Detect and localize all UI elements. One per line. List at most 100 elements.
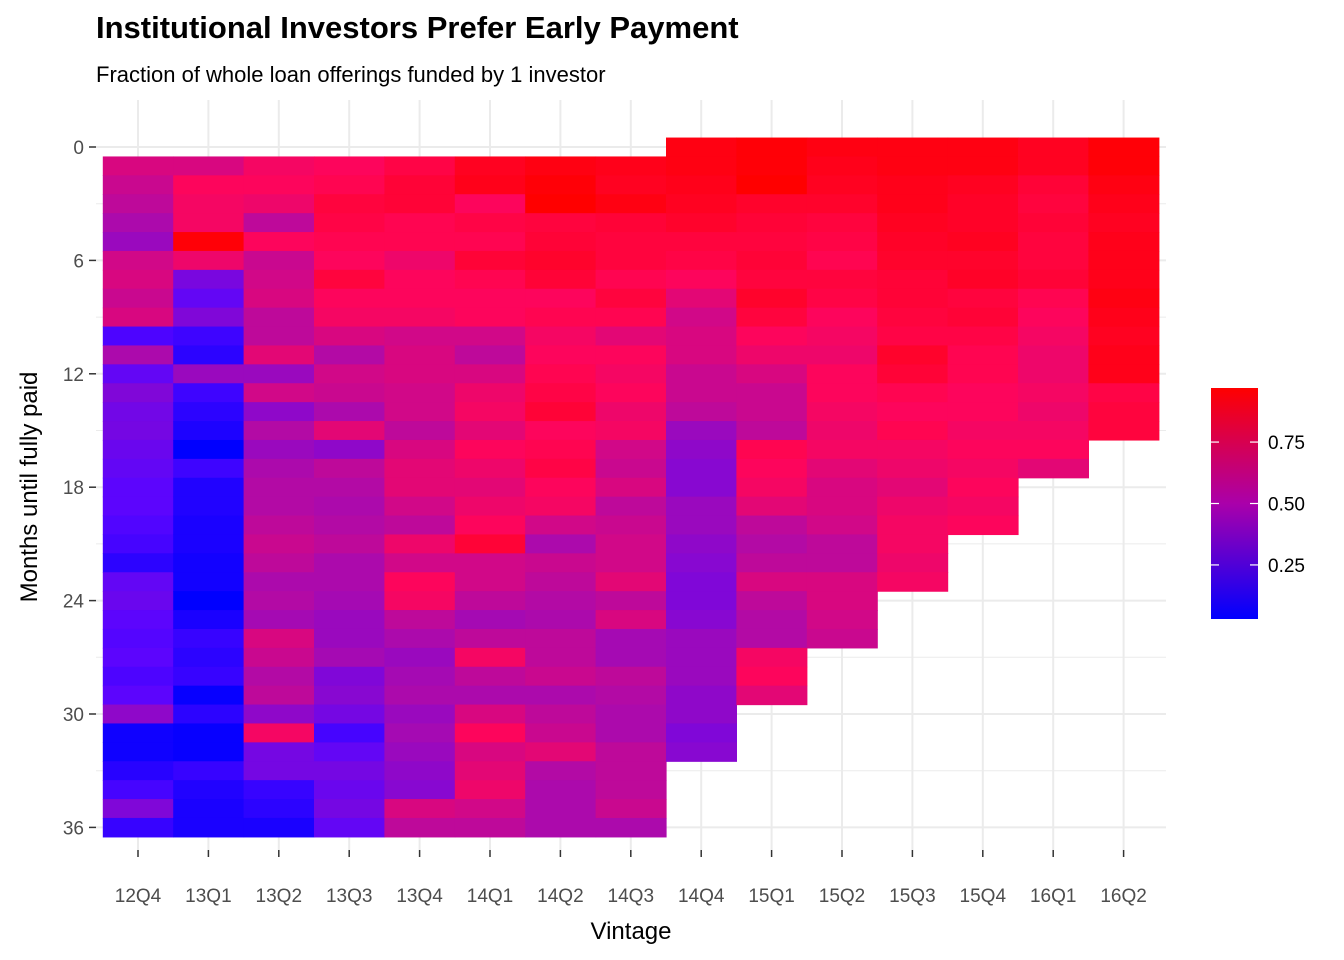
heatmap-tile [877, 402, 949, 422]
heatmap-tile [666, 156, 737, 176]
heatmap-tile [454, 250, 526, 271]
heatmap-tile [877, 175, 949, 195]
heatmap-tile [525, 477, 597, 498]
chart-title: Institutional Investors Prefer Early Pay… [96, 10, 739, 45]
heatmap-tile [736, 591, 808, 611]
heatmap-tile [666, 364, 737, 384]
heatmap-tile [314, 439, 385, 460]
heatmap-tile [384, 458, 456, 479]
heatmap-tile [947, 250, 1019, 271]
heatmap-tile [877, 364, 949, 384]
heatmap-tile [666, 326, 737, 347]
heatmap-tile [243, 458, 315, 479]
x-tick-label: 16Q2 [1100, 886, 1146, 907]
heatmap-tile [595, 572, 667, 592]
heatmap-tile [314, 232, 385, 252]
heatmap-tile [947, 326, 1019, 347]
heatmap-tile [173, 515, 245, 536]
heatmap-tile [525, 704, 597, 725]
heatmap-tile [595, 496, 667, 517]
heatmap-tile [243, 307, 315, 328]
heatmap-tile [454, 439, 526, 460]
heatmap-tile [1088, 194, 1160, 214]
legend-label: 0.75 [1268, 433, 1305, 454]
heatmap-tile [1018, 175, 1089, 195]
heatmap-tile [454, 496, 526, 517]
heatmap-tile [454, 288, 526, 309]
heatmap-tile [454, 175, 526, 195]
heatmap-tile [102, 345, 174, 365]
heatmap-tile [243, 383, 315, 403]
heatmap-tile [454, 534, 526, 554]
heatmap-tile [666, 439, 737, 460]
heatmap-tile [666, 250, 737, 271]
heatmap-tile [102, 666, 174, 687]
heatmap-tile [243, 685, 315, 706]
heatmap-tile [806, 439, 878, 460]
heatmap-tile [102, 307, 174, 328]
heatmap-tile [454, 817, 526, 838]
heatmap-tile [102, 477, 174, 498]
heatmap-tile [173, 647, 245, 668]
heatmap-tile [454, 326, 526, 347]
heatmap-tile [1018, 307, 1089, 328]
heatmap-tile [736, 288, 808, 309]
heatmap-tile [666, 610, 737, 630]
heatmap-tile [666, 269, 737, 290]
heatmap-tile [173, 799, 245, 819]
heatmap-tile [525, 780, 597, 800]
heatmap-tile [595, 345, 667, 365]
heatmap-tile [102, 232, 174, 252]
heatmap-tile [454, 213, 526, 233]
heatmap-tile [454, 345, 526, 365]
heatmap-tile [666, 175, 737, 195]
x-tick-label: 13Q3 [326, 886, 372, 907]
heatmap-tile [454, 723, 526, 743]
heatmap-tile [595, 439, 667, 460]
y-tick-label: 36 [63, 818, 84, 839]
heatmap-tile [736, 572, 808, 592]
heatmap-tile [525, 156, 597, 176]
heatmap-tile [525, 345, 597, 365]
heatmap-tile [454, 364, 526, 384]
heatmap-tile [384, 666, 456, 687]
heatmap-tile [595, 628, 667, 649]
heatmap-tile [947, 515, 1019, 536]
heatmap-tile [102, 761, 174, 781]
heatmap-tile [1088, 307, 1160, 328]
heatmap-tile [806, 364, 878, 384]
heatmap-tile [173, 175, 245, 195]
heatmap-tile [595, 232, 667, 252]
heatmap-tile [595, 780, 667, 800]
heatmap-tile [595, 761, 667, 781]
heatmap-tile [947, 477, 1019, 498]
heatmap-tile [454, 685, 526, 706]
heatmap-tile [314, 477, 385, 498]
heatmap-tile [666, 647, 737, 668]
heatmap-tile [243, 496, 315, 517]
heatmap-tile [314, 364, 385, 384]
heatmap-tile [102, 742, 174, 762]
heatmap-tile [1088, 269, 1160, 290]
heatmap-tile [947, 175, 1019, 195]
heatmap-tile [102, 250, 174, 271]
heatmap-tile [525, 723, 597, 743]
heatmap-tile [243, 477, 315, 498]
heatmap-tile [525, 269, 597, 290]
heatmap-tile [595, 269, 667, 290]
heatmap-tile [736, 439, 808, 460]
heatmap-tile [877, 421, 949, 441]
heatmap-tile [1088, 156, 1160, 176]
heatmap-tile [173, 723, 245, 743]
heatmap-tile [666, 402, 737, 422]
heatmap-tile [314, 591, 385, 611]
heatmap-tile [1088, 175, 1160, 195]
heatmap-tile [243, 553, 315, 573]
heatmap-tile [454, 553, 526, 573]
heatmap-tile [454, 572, 526, 592]
heatmap-tile [314, 515, 385, 536]
heatmap-tile [243, 704, 315, 725]
heatmap-tile [173, 364, 245, 384]
heatmap-tile [947, 383, 1019, 403]
heatmap-tile [384, 723, 456, 743]
